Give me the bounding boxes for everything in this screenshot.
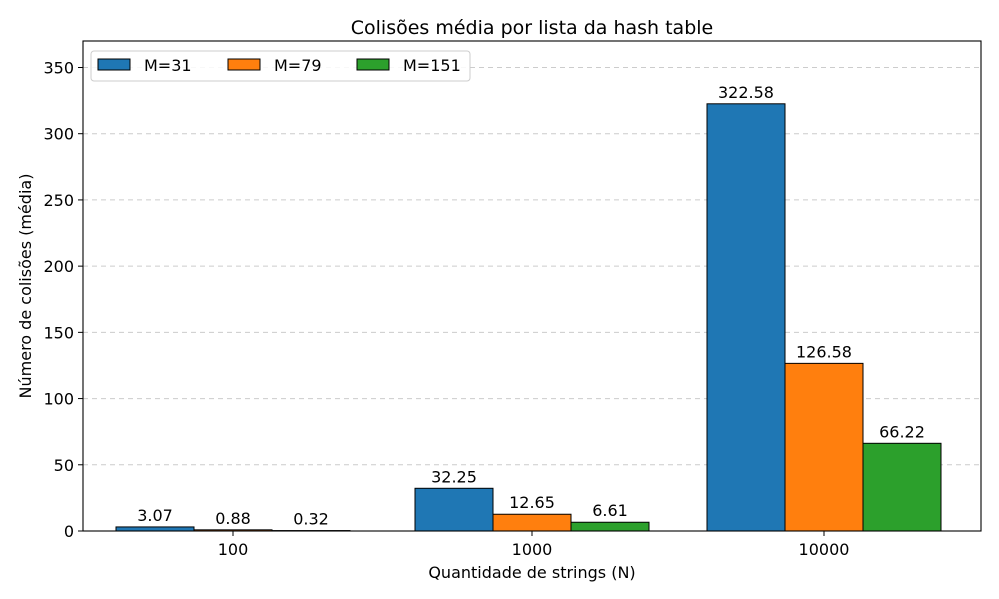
y-tick-label: 350 xyxy=(43,58,74,77)
x-axis: 100 1000 10000 xyxy=(218,531,850,559)
bar-m151-10000 xyxy=(862,442,942,532)
data-label: 32.25 xyxy=(431,467,477,486)
data-label: 3.07 xyxy=(137,506,173,525)
data-label: 66.22 xyxy=(879,422,925,441)
y-tick-label: 200 xyxy=(43,257,74,276)
y-tick-label: 50 xyxy=(54,456,74,475)
bar-m31-100 xyxy=(115,526,195,532)
bar-m31-1000 xyxy=(414,487,494,532)
bar-m151-1000 xyxy=(570,521,650,532)
legend-label: M=79 xyxy=(274,56,322,75)
legend-label: M=31 xyxy=(144,56,192,75)
data-label: 126.58 xyxy=(796,342,852,361)
legend-label: M=151 xyxy=(403,56,461,75)
data-label: 6.61 xyxy=(592,501,628,520)
data-labels-layer: 3.07 0.88 0.32 32.25 12.65 6.61 322.58 126.58 66… xyxy=(137,83,925,529)
legend-swatch xyxy=(227,58,261,71)
bar-m31-10000 xyxy=(706,103,786,532)
y-axis: 0 50 100 150 200 250 300 350 xyxy=(43,58,83,541)
data-label: 322.58 xyxy=(718,83,774,102)
x-axis-label: Quantidade de strings (N) xyxy=(428,563,635,582)
x-tick-label: 10000 xyxy=(799,540,850,559)
chart-title: Colisões média por lista da hash table xyxy=(351,17,713,39)
y-tick-label: 250 xyxy=(43,191,74,210)
data-label: 0.32 xyxy=(293,510,329,529)
y-tick-label: 100 xyxy=(43,390,74,409)
data-label: 0.88 xyxy=(215,509,251,528)
y-tick-label: 0 xyxy=(64,522,74,541)
bars-layer xyxy=(115,103,942,532)
data-label: 12.65 xyxy=(509,493,555,512)
legend-swatch xyxy=(356,58,390,71)
legend: M=31 M=79 M=151 xyxy=(90,50,471,82)
x-tick-label: 100 xyxy=(218,540,249,559)
bar-m79-10000 xyxy=(784,362,864,532)
y-tick-label: 300 xyxy=(43,125,74,144)
x-tick-label: 1000 xyxy=(512,540,553,559)
bar-m79-1000 xyxy=(492,513,572,532)
legend-swatch xyxy=(97,58,131,71)
y-axis-label: Número de colisões (média) xyxy=(16,174,35,399)
y-tick-label: 150 xyxy=(43,323,74,342)
